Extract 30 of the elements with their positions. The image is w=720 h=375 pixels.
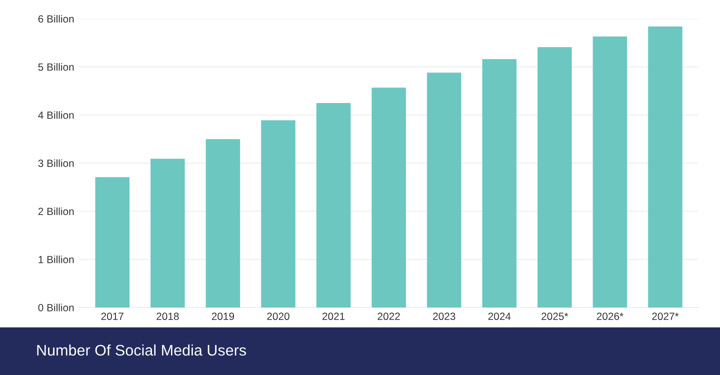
- text: Number Of Social Media Users: [37, 344, 246, 356]
- bar: [426, 72, 462, 308]
- bar: [592, 36, 628, 308]
- x-tick-label: 2018: [156, 312, 179, 320]
- x-tick-label: 2020: [267, 312, 290, 320]
- y-tick-label: 1 Billion: [38, 256, 74, 264]
- y-tick-label: 4 Billion: [38, 111, 74, 119]
- x-tick-label: 2023: [433, 312, 456, 320]
- bar: [150, 158, 185, 308]
- bar: [95, 177, 130, 308]
- x-tick-label: 2019: [212, 312, 234, 320]
- y-tick-label: 6 Billion: [38, 14, 74, 23]
- x-tick-label: 2021: [322, 312, 345, 320]
- bar: [482, 59, 517, 308]
- bar: [316, 102, 351, 308]
- bar: [261, 120, 296, 308]
- bar: [206, 139, 240, 308]
- y-tick-label: 3 Billion: [38, 159, 74, 167]
- x-tick-label: 2027*: [652, 312, 679, 320]
- x-tick-label: 2026*: [596, 312, 624, 320]
- x-tick-label: 2017: [101, 312, 124, 320]
- bar: [648, 26, 682, 308]
- x-tick-label: 2025*: [542, 312, 568, 320]
- bar: [538, 47, 572, 308]
- y-tick-label: 0 Billion: [38, 304, 74, 312]
- y-tick-label: 2 Billion: [38, 207, 74, 216]
- y-tick-label: 5 Billion: [38, 63, 74, 71]
- bar: [372, 88, 406, 308]
- x-tick-label: 2024: [488, 312, 511, 320]
- x-tick-label: 2022: [378, 312, 400, 320]
